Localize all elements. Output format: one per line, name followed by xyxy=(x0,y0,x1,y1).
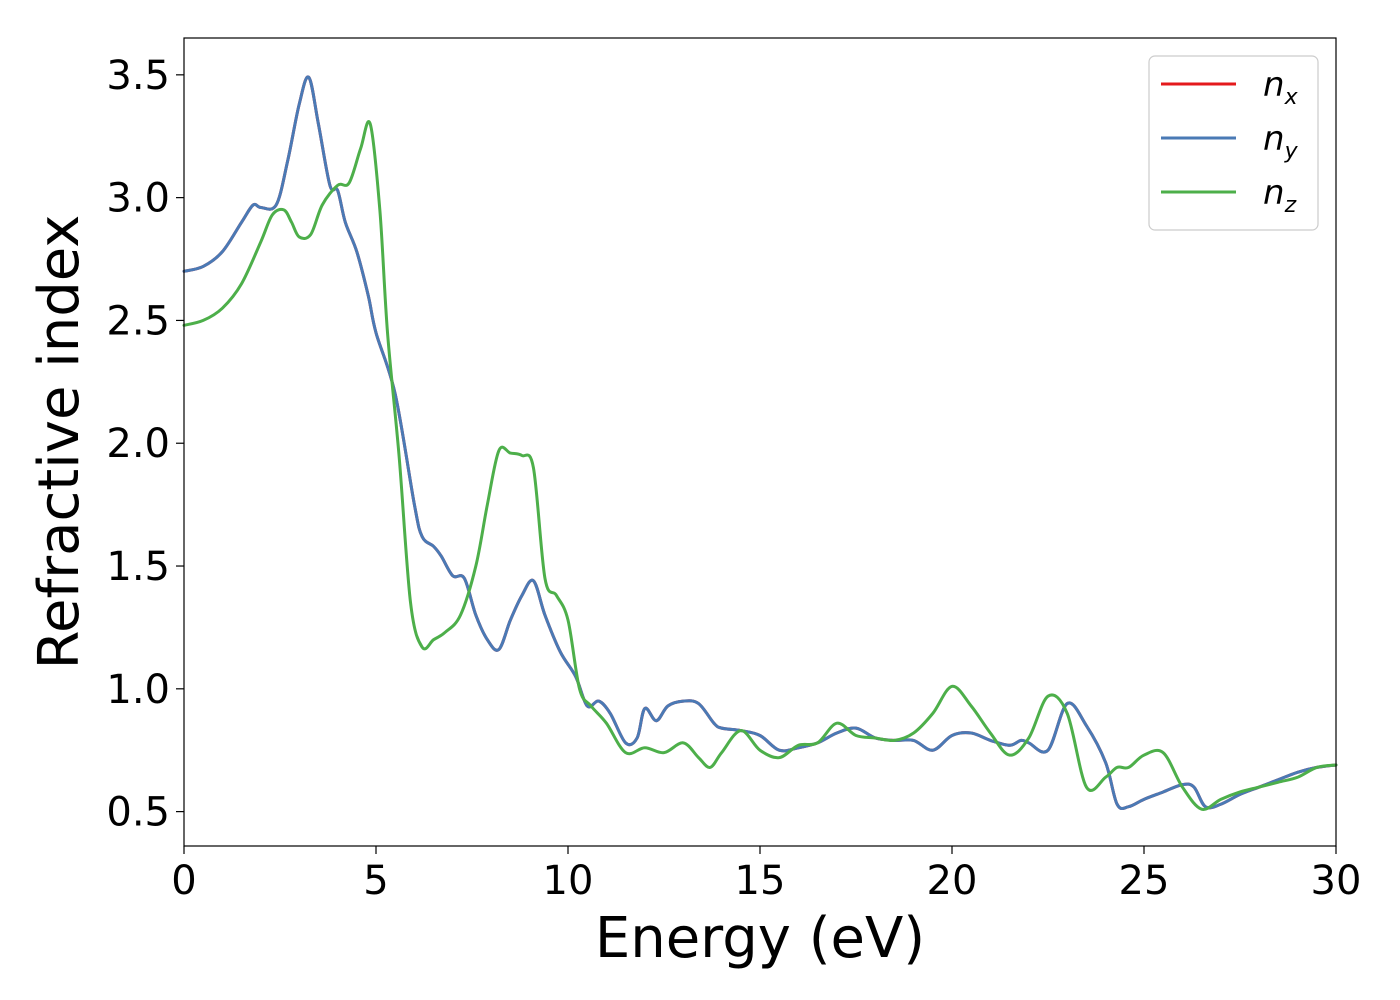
y-tick-label: 3.0 xyxy=(106,176,170,222)
series-line-n-y xyxy=(182,75,1338,811)
y-tick-label: 1.0 xyxy=(106,667,170,713)
series-line-n-z xyxy=(182,120,1338,811)
y-tick-label: 1.5 xyxy=(106,544,170,590)
x-tick-label: 0 xyxy=(171,858,196,904)
y-tick-label: 2.0 xyxy=(106,421,170,467)
legend-box xyxy=(1148,55,1319,231)
y-axis-title: Refractive index xyxy=(27,215,92,670)
x-tick-label: 30 xyxy=(1311,858,1362,904)
ticks-layer: 0 5 10 15 20 25 30 0.5 1.0 1.5 2.0 2.5 3.0 3.5 xyxy=(106,53,1361,904)
y-tick-label: 2.5 xyxy=(106,298,170,344)
x-axis-title: Energy (eV) xyxy=(595,906,925,971)
series-layer xyxy=(182,75,1338,811)
legend-label-n-z: nz xyxy=(1263,173,1297,218)
x-tick-label: 10 xyxy=(543,858,594,904)
legend-label-n-x: nx xyxy=(1263,65,1299,110)
y-tick-label: 0.5 xyxy=(106,790,170,836)
x-tick-label: 5 xyxy=(363,858,388,904)
legend-label-n-y: ny xyxy=(1263,119,1299,164)
y-tick-label: 3.5 xyxy=(106,53,170,99)
x-tick-label: 25 xyxy=(1119,858,1170,904)
legend-entries: nx ny nz xyxy=(1161,65,1299,218)
legend: nx ny nz xyxy=(1148,55,1319,231)
x-tick-label: 20 xyxy=(927,858,978,904)
x-tick-label: 15 xyxy=(735,858,786,904)
